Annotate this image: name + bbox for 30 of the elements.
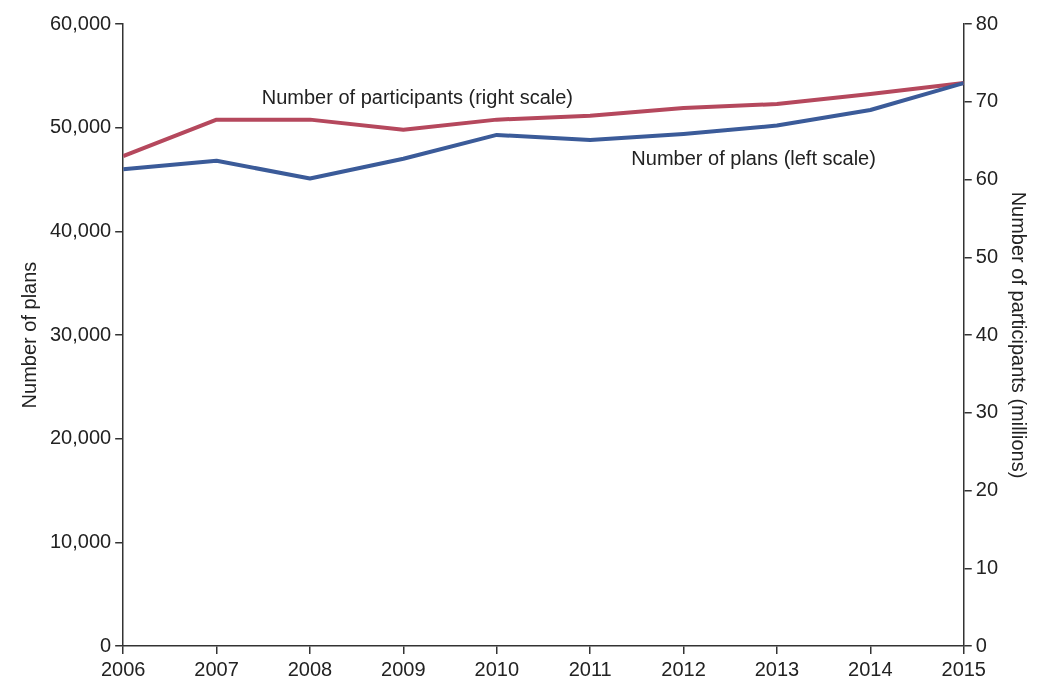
series-label: Number of plans (left scale): [631, 147, 876, 170]
y-tick-label: 30,000: [50, 322, 112, 345]
x-tick-label: 2009: [381, 657, 426, 680]
y2-tick-label: 30: [975, 400, 998, 423]
x-tick-label: 2015: [941, 657, 986, 680]
x-tick-label: 2011: [568, 657, 612, 680]
y2-tick-label: 70: [975, 89, 998, 112]
x-tick-label: 2010: [474, 657, 520, 680]
y-axis-title: Number of plans: [17, 261, 40, 409]
y-tick-label: 10,000: [50, 529, 112, 552]
y-tick-label: 20,000: [50, 426, 112, 449]
y2-tick-label: 20: [975, 478, 998, 501]
y2-tick-label: 80: [975, 11, 998, 34]
y2-tick-label: 50: [975, 244, 998, 267]
y-tick-label: 60,000: [50, 11, 112, 34]
y2-tick-label: 10: [975, 555, 998, 578]
x-tick-label: 2008: [287, 657, 333, 680]
y-tick-label: 40,000: [50, 218, 112, 241]
y2-axis-title: Number of participants (millions): [1008, 191, 1031, 479]
x-tick-label: 2007: [194, 657, 239, 680]
x-tick-label: 2013: [754, 657, 800, 680]
series-label: Number of participants (right scale): [261, 85, 573, 108]
y-tick-label: 50,000: [50, 115, 112, 138]
y2-tick-label: 40: [975, 322, 998, 345]
y2-tick-label: 0: [975, 633, 987, 656]
y-tick-label: 0: [100, 633, 112, 656]
y2-tick-label: 60: [975, 167, 998, 190]
x-tick-label: 2012: [661, 657, 706, 680]
x-tick-label: 2014: [848, 657, 893, 680]
x-tick-label: 2006: [100, 657, 146, 680]
